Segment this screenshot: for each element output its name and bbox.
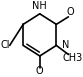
- Text: O: O: [36, 66, 44, 76]
- Text: O: O: [67, 7, 74, 17]
- Text: N: N: [62, 40, 69, 50]
- Text: NH: NH: [32, 1, 47, 11]
- Text: Cl: Cl: [0, 40, 10, 50]
- Text: CH3: CH3: [62, 53, 82, 63]
